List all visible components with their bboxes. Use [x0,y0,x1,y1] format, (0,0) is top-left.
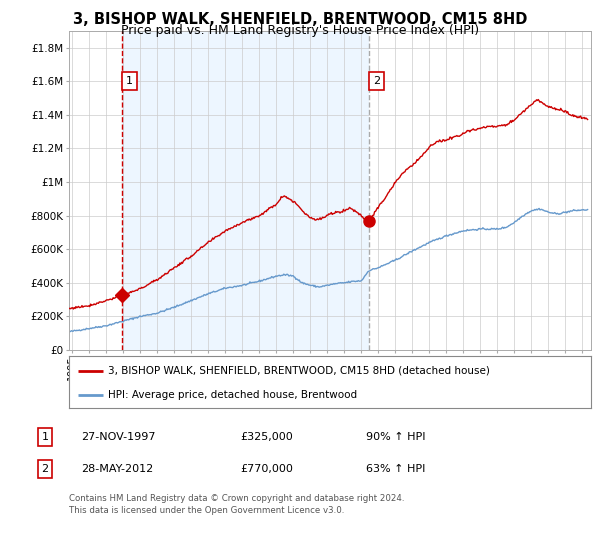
Text: 63% ↑ HPI: 63% ↑ HPI [366,464,425,474]
Text: 27-NOV-1997: 27-NOV-1997 [81,432,155,442]
Text: HPI: Average price, detached house, Brentwood: HPI: Average price, detached house, Bren… [108,390,357,400]
Text: 2: 2 [41,464,49,474]
Text: £325,000: £325,000 [240,432,293,442]
Text: £770,000: £770,000 [240,464,293,474]
Text: 1: 1 [127,76,133,86]
Text: 1: 1 [41,432,49,442]
Text: 90% ↑ HPI: 90% ↑ HPI [366,432,425,442]
Text: Contains HM Land Registry data © Crown copyright and database right 2024.
This d: Contains HM Land Registry data © Crown c… [69,494,404,515]
Bar [122,31,368,350]
Text: 28-MAY-2012: 28-MAY-2012 [81,464,153,474]
Text: 3, BISHOP WALK, SHENFIELD, BRENTWOOD, CM15 8HD (detached house): 3, BISHOP WALK, SHENFIELD, BRENTWOOD, CM… [108,366,490,376]
Text: 3, BISHOP WALK, SHENFIELD, BRENTWOOD, CM15 8HD: 3, BISHOP WALK, SHENFIELD, BRENTWOOD, CM… [73,12,527,27]
Text: Price paid vs. HM Land Registry's House Price Index (HPI): Price paid vs. HM Land Registry's House … [121,24,479,37]
Text: 2: 2 [373,76,380,86]
